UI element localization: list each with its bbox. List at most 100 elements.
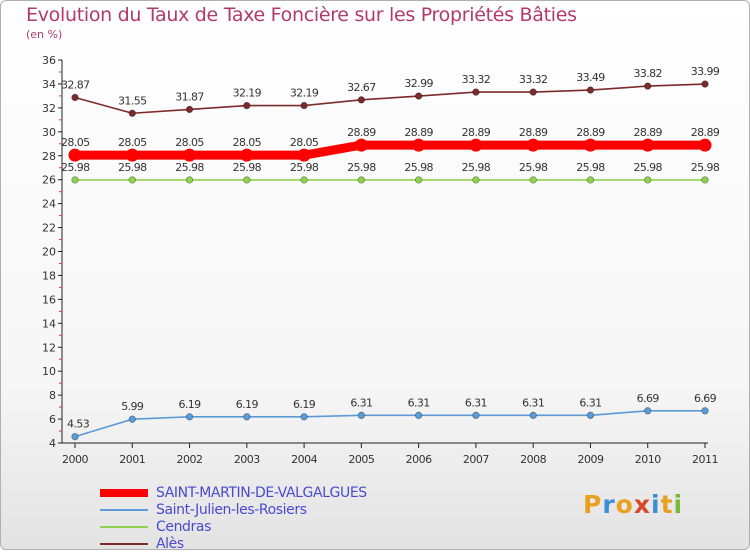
data-label: 28.89 bbox=[691, 126, 720, 139]
data-label: 28.89 bbox=[404, 126, 433, 139]
data-point bbox=[185, 176, 194, 184]
data-point bbox=[701, 80, 709, 88]
y-tick-label: 36 bbox=[42, 54, 56, 67]
data-label: 6.31 bbox=[522, 396, 544, 409]
data-point bbox=[583, 138, 597, 152]
data-point bbox=[701, 176, 709, 184]
y-tick-label: 26 bbox=[42, 174, 56, 187]
data-point bbox=[698, 138, 712, 152]
data-point bbox=[185, 105, 194, 114]
logo-letter: P bbox=[583, 490, 603, 519]
x-tick-label: 2011 bbox=[692, 453, 718, 466]
data-point bbox=[183, 148, 197, 162]
data-label: 25.98 bbox=[519, 161, 548, 174]
y-tick-label: 10 bbox=[42, 365, 56, 378]
y-tick-label: 34 bbox=[42, 78, 56, 91]
legend-swatch bbox=[100, 508, 148, 511]
data-label: 6.31 bbox=[350, 396, 372, 409]
data-point bbox=[472, 176, 480, 184]
data-point bbox=[469, 138, 483, 152]
logo-letter: r bbox=[602, 490, 616, 519]
data-label: 28.89 bbox=[347, 126, 376, 139]
x-tick-label: 2002 bbox=[177, 453, 203, 466]
y-tick-label: 22 bbox=[42, 222, 56, 235]
data-label: 28.89 bbox=[462, 126, 491, 139]
data-label: 4.53 bbox=[67, 418, 90, 431]
data-label: 6.19 bbox=[236, 398, 259, 411]
data-point bbox=[240, 148, 254, 162]
legend-label: Saint-Julien-les-Rosiers bbox=[156, 501, 307, 518]
y-tick-label: 8 bbox=[49, 389, 56, 402]
data-label: 6.31 bbox=[408, 396, 430, 409]
x-tick-label: 2004 bbox=[291, 453, 317, 466]
data-point bbox=[644, 407, 652, 415]
data-point bbox=[243, 176, 251, 184]
data-point bbox=[357, 96, 366, 104]
data-point bbox=[529, 411, 537, 420]
data-label: 32.19 bbox=[233, 87, 262, 100]
y-tick-label: 16 bbox=[42, 293, 56, 306]
data-label: 28.05 bbox=[118, 136, 147, 149]
data-point bbox=[529, 88, 537, 96]
data-label: 32.87 bbox=[61, 78, 90, 91]
chart-unit-label: (en %) bbox=[26, 28, 63, 41]
chart-legend: SAINT-MARTIN-DE-VALGALGUES Saint-Julien-l… bbox=[100, 484, 367, 552]
x-tick-label: 2005 bbox=[348, 453, 374, 466]
data-point bbox=[472, 411, 480, 420]
data-label: 25.98 bbox=[347, 161, 376, 174]
data-point bbox=[128, 176, 136, 184]
y-tick-label: 6 bbox=[49, 413, 56, 426]
data-point bbox=[297, 148, 311, 162]
chart-title: Evolution du Taux de Taxe Foncière sur l… bbox=[26, 4, 577, 26]
data-point bbox=[414, 176, 423, 184]
data-point bbox=[128, 109, 136, 117]
data-point bbox=[354, 138, 368, 152]
data-label: 25.98 bbox=[691, 161, 720, 174]
data-label: 25.98 bbox=[233, 161, 262, 174]
data-label: 28.05 bbox=[290, 136, 319, 149]
legend-item: Saint-Julien-les-Rosiers bbox=[100, 501, 367, 518]
data-label: 25.98 bbox=[404, 161, 433, 174]
data-label: 6.31 bbox=[465, 396, 487, 409]
y-tick-label: 4 bbox=[49, 437, 56, 450]
y-tick-label: 18 bbox=[42, 269, 56, 282]
data-label: 32.67 bbox=[347, 81, 376, 94]
data-point bbox=[529, 176, 537, 184]
data-label: 6.69 bbox=[637, 392, 660, 405]
data-point bbox=[644, 176, 652, 184]
legend-label: Alès bbox=[156, 535, 184, 552]
data-point bbox=[71, 432, 79, 441]
data-label: 28.89 bbox=[633, 126, 662, 139]
y-tick-label: 14 bbox=[42, 317, 56, 330]
legend-item: Alès bbox=[100, 535, 367, 552]
data-label: 28.89 bbox=[576, 126, 605, 139]
data-point bbox=[128, 415, 136, 423]
data-point bbox=[68, 148, 82, 162]
data-label: 31.87 bbox=[175, 90, 204, 103]
data-label: 25.98 bbox=[462, 161, 491, 174]
data-point bbox=[586, 86, 595, 94]
legend-swatch bbox=[100, 488, 148, 497]
data-point bbox=[185, 413, 194, 421]
y-tick-label: 20 bbox=[42, 246, 56, 259]
data-label: 28.05 bbox=[61, 136, 90, 149]
data-point bbox=[300, 176, 308, 184]
data-point bbox=[243, 413, 251, 421]
series-line-3 bbox=[74, 83, 706, 115]
data-label: 28.05 bbox=[233, 136, 262, 149]
data-label: 6.19 bbox=[293, 398, 316, 411]
data-label: 25.98 bbox=[633, 161, 662, 174]
data-label: 25.98 bbox=[175, 161, 204, 174]
data-label: 33.99 bbox=[691, 65, 720, 78]
data-label: 6.31 bbox=[579, 396, 601, 409]
logo-letter: t bbox=[660, 490, 674, 519]
x-tick-label: 2001 bbox=[119, 453, 145, 466]
data-point bbox=[300, 101, 308, 110]
data-label: 32.99 bbox=[404, 77, 433, 90]
legend-swatch bbox=[100, 525, 148, 528]
data-label: 6.19 bbox=[178, 398, 201, 411]
logo-letter: i bbox=[673, 490, 684, 519]
data-point bbox=[243, 101, 251, 110]
legend-item: SAINT-MARTIN-DE-VALGALGUES bbox=[100, 484, 367, 501]
